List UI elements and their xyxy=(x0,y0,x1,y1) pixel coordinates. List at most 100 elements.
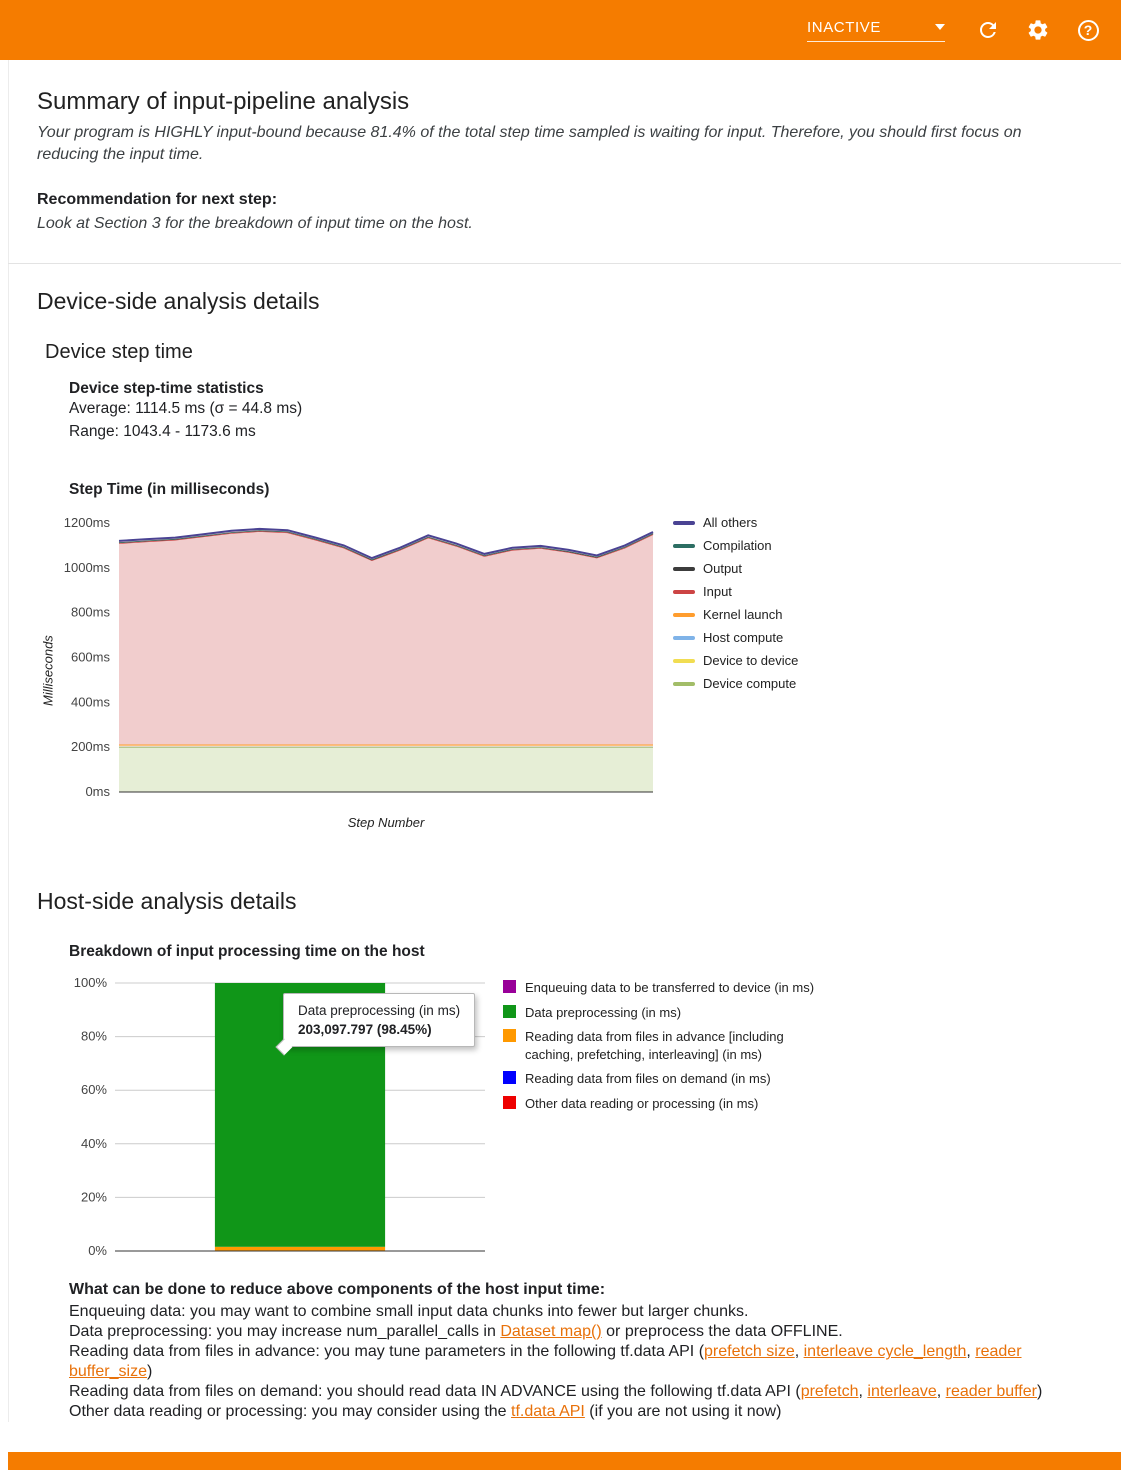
inline-link[interactable]: Dataset map() xyxy=(500,1323,602,1341)
svg-text:400ms: 400ms xyxy=(71,694,111,709)
device-section: Device-side analysis details Device step… xyxy=(37,288,1091,830)
app-topbar: INACTIVE ? xyxy=(0,0,1121,60)
legend-swatch xyxy=(503,1004,516,1018)
legend-item: Data preprocessing (in ms) xyxy=(503,1004,833,1022)
host-section: Host-side analysis details Breakdown of … xyxy=(37,888,1091,1422)
y-axis-title: Milliseconds xyxy=(40,635,56,707)
legend-item: Output xyxy=(673,561,798,576)
advice-line-other: Other data reading or processing: you ma… xyxy=(69,1403,782,1421)
device-step-time-title: Device step time xyxy=(45,341,193,364)
svg-text:20%: 20% xyxy=(81,1190,107,1205)
legend-swatch xyxy=(673,681,695,686)
legend-label: Kernel launch xyxy=(703,607,783,623)
device-chart-title: Step Time (in milliseconds) xyxy=(69,481,270,499)
host-breakdown-chart: 0% 20% 40% 60% 80% 100% Enqueuing data to be … xyxy=(69,975,1091,1260)
legend-swatch xyxy=(673,520,695,525)
recommendation-text: Look at Section 3 for the breakdown of i… xyxy=(37,214,473,232)
legend-label: Host compute xyxy=(703,630,784,646)
legend-swatch xyxy=(673,658,695,663)
legend-swatch xyxy=(673,566,695,571)
advice-heading: What can be done to reduce above compone… xyxy=(69,1281,606,1299)
inline-link[interactable]: tf.data API xyxy=(511,1403,585,1421)
svg-text:80%: 80% xyxy=(81,1029,107,1044)
device-step-time-stats: Device step-time statistics Average: 111… xyxy=(69,380,1091,443)
legend-label: Input xyxy=(703,584,732,600)
svg-text:60%: 60% xyxy=(81,1082,107,1097)
svg-text:1000ms: 1000ms xyxy=(64,560,111,575)
legend-swatch xyxy=(503,1095,516,1109)
device-chart-legend: All others Compilation Output Input Kernel l… xyxy=(673,511,798,830)
svg-text:0%: 0% xyxy=(88,1243,107,1258)
chart-tooltip: Data preprocessing (in ms) 203,097.797 (… xyxy=(275,993,476,1056)
chevron-down-icon xyxy=(935,24,945,30)
legend-swatch xyxy=(503,1071,516,1085)
legend-swatch xyxy=(673,543,695,548)
legend-label: Output xyxy=(703,561,743,577)
run-status-select[interactable]: INACTIVE xyxy=(807,19,945,42)
legend-item: Device to device xyxy=(673,653,798,668)
gear-icon xyxy=(1026,18,1050,42)
advice-line-preprocessing: Data preprocessing: you may increase num… xyxy=(69,1323,843,1341)
stats-heading: Device step-time statistics xyxy=(69,380,264,398)
inline-link[interactable]: interleave cycle_length xyxy=(803,1343,967,1361)
main-content: Summary of input-pipeline analysis Your … xyxy=(8,60,1121,1423)
legend-item: Other data reading or processing (in ms) xyxy=(503,1095,833,1113)
advice-line-read-demand: Reading data from files on demand: you s… xyxy=(69,1383,1043,1401)
tooltip-value: 203,097.797 (98.45%) xyxy=(298,1022,432,1038)
legend-swatch xyxy=(673,612,695,617)
legend-label: Reading data from files on demand (in ms… xyxy=(525,1071,771,1087)
svg-text:100%: 100% xyxy=(74,975,108,990)
legend-label: All others xyxy=(703,515,758,531)
bottom-bar xyxy=(8,1452,1121,1470)
legend-swatch xyxy=(673,589,695,594)
section-divider xyxy=(8,263,1121,265)
device-step-time-chart: Milliseconds 0ms 200ms 400ms 600ms 800ms 1000… xyxy=(37,511,1091,830)
legend-item: Input xyxy=(673,584,798,599)
svg-text:600ms: 600ms xyxy=(71,650,111,665)
run-status-label: INACTIVE xyxy=(807,18,881,36)
legend-item: Kernel launch xyxy=(673,607,798,622)
legend-item: Reading data from files in advance [incl… xyxy=(503,1028,833,1063)
legend-label: Other data reading or processing (in ms) xyxy=(525,1095,759,1111)
svg-text:40%: 40% xyxy=(81,1136,107,1151)
tooltip-series-name: Data preprocessing (in ms) xyxy=(298,1003,461,1019)
legend-label: Device compute xyxy=(703,676,797,692)
settings-button[interactable] xyxy=(1025,17,1051,43)
inline-link[interactable]: prefetch xyxy=(800,1383,859,1401)
recommendation-label: Recommendation for next step: xyxy=(37,190,278,208)
legend-label: Device to device xyxy=(703,653,799,669)
summary-title: Summary of input-pipeline analysis xyxy=(37,88,410,115)
legend-label: Enqueuing data to be transferred to devi… xyxy=(525,980,815,996)
inline-link[interactable]: reader buffer xyxy=(945,1383,1037,1401)
legend-item: Enqueuing data to be transferred to devi… xyxy=(503,979,833,997)
help-button[interactable]: ? xyxy=(1075,17,1101,43)
legend-item: Reading data from files on demand (in ms… xyxy=(503,1070,833,1088)
summary-section: Summary of input-pipeline analysis Your … xyxy=(37,88,1091,235)
legend-item: All others xyxy=(673,515,798,530)
svg-text:0ms: 0ms xyxy=(85,784,110,799)
advice-line-read-advance: Reading data from files in advance: you … xyxy=(69,1343,1022,1381)
device-chart-canvas[interactable]: 0ms 200ms 400ms 600ms 800ms 1000ms 1200ms xyxy=(59,511,659,806)
inline-link[interactable]: interleave xyxy=(867,1383,937,1401)
advice-line-enqueuing: Enqueuing data: you may want to combine … xyxy=(69,1303,749,1321)
legend-swatch xyxy=(503,1029,516,1043)
summary-body: Your program is HIGHLY input-bound becau… xyxy=(37,124,1022,164)
host-advice: What can be done to reduce above compone… xyxy=(69,1280,1089,1422)
legend-swatch xyxy=(503,980,516,994)
x-axis-title: Step Number xyxy=(347,815,425,831)
refresh-icon xyxy=(976,18,1000,42)
stats-average: Average: 1114.5 ms (σ = 44.8 ms) xyxy=(69,400,303,418)
legend-swatch xyxy=(673,635,695,640)
svg-text:800ms: 800ms xyxy=(71,605,111,620)
refresh-button[interactable] xyxy=(975,17,1001,43)
legend-label: Data preprocessing (in ms) xyxy=(525,1004,682,1020)
svg-text:200ms: 200ms xyxy=(71,739,111,754)
device-chart-plot-area: 0ms 200ms 400ms 600ms 800ms 1000ms 1200ms Step… xyxy=(59,511,659,830)
inline-link[interactable]: prefetch size xyxy=(704,1343,795,1361)
legend-item: Compilation xyxy=(673,538,798,553)
svg-text:1200ms: 1200ms xyxy=(64,515,111,530)
host-chart-title: Breakdown of input processing time on th… xyxy=(69,943,425,961)
host-section-title: Host-side analysis details xyxy=(37,888,297,915)
legend-item: Host compute xyxy=(673,630,798,645)
legend-label: Reading data from files in advance [incl… xyxy=(525,1029,784,1062)
